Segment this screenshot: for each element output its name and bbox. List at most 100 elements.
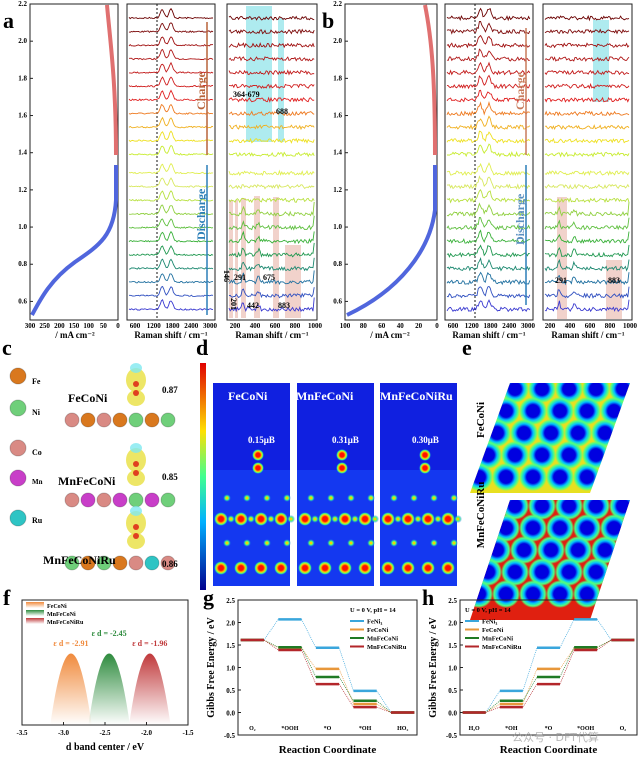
raman-spectrum — [128, 116, 214, 129]
raman-spectrum — [128, 299, 213, 311]
legend-label: FeNi₃ — [367, 619, 382, 626]
elf-site — [519, 580, 547, 608]
y-tick-label: 1.2 — [333, 186, 342, 194]
raman-spectrum — [544, 110, 630, 117]
atom-spin-spot — [283, 494, 291, 502]
raman-spectrum — [544, 183, 630, 190]
elf-site — [609, 383, 630, 403]
legend-ni: Ni — [32, 408, 41, 417]
b-discharge-label: Discharge — [513, 193, 527, 245]
elf-site — [564, 419, 592, 447]
atom-spin-spot — [274, 512, 288, 526]
panel-label-a: a — [3, 8, 14, 33]
connector-line — [376, 700, 392, 713]
x-tick-label: 2400 — [502, 322, 517, 330]
atom-spin-spot — [421, 512, 435, 526]
raman-spectrum — [228, 151, 315, 158]
d-band-annotation: ε d = -2.91 — [53, 639, 88, 648]
raman-spectrum — [228, 169, 315, 176]
elf-site — [519, 397, 547, 425]
highlight-band — [241, 198, 246, 318]
raman-spectrum — [544, 272, 630, 286]
y-tick-label: -0.5 — [224, 732, 236, 740]
category-label: *OOH — [577, 726, 594, 732]
raman-spectrum — [544, 286, 630, 299]
charge-density-lobe — [126, 511, 146, 535]
panel-label-f: f — [3, 585, 11, 610]
elf-site — [546, 514, 574, 542]
d-band-peak — [129, 653, 171, 725]
elf-site — [474, 558, 502, 586]
elf-site — [501, 441, 529, 469]
x-tick-label: 400 — [565, 322, 576, 330]
category-label: *O — [545, 726, 553, 732]
atom-spin-spot — [351, 515, 359, 523]
raman-spectrum — [446, 257, 531, 272]
discharge-curve — [346, 165, 437, 317]
atom-spin-spot — [410, 539, 418, 547]
o2-spin-spot — [252, 449, 264, 461]
raman-spectrum — [446, 89, 531, 103]
y-tick-label: 2.0 — [333, 37, 342, 45]
connector-line — [376, 690, 392, 713]
category-label: O₂ — [249, 726, 256, 732]
atom-spin-spot — [367, 494, 375, 502]
structure-value: 0.85 — [162, 472, 178, 482]
legend-fe: Fe — [32, 377, 41, 386]
highlight-band — [278, 18, 284, 142]
atom-spin-spot — [298, 561, 312, 575]
map-title: FeCoNi — [228, 389, 268, 403]
highlight-band — [273, 197, 279, 318]
y-tick-label: 2.2 — [18, 0, 27, 8]
elf-site — [609, 441, 630, 469]
legend-atom-icon — [9, 509, 27, 527]
y-tick-label: 1.4 — [18, 149, 27, 157]
elf-site — [546, 580, 574, 608]
connector-line — [301, 647, 317, 670]
atom-spin-spot — [283, 539, 291, 547]
raman-spectrum — [228, 15, 315, 21]
raman-spectrum — [446, 175, 531, 190]
atom — [128, 555, 144, 571]
atom-spin-spot — [243, 494, 251, 502]
x-tick-label: 600 — [130, 322, 141, 330]
atom-spin-spot — [267, 515, 275, 523]
raman-spectrum — [544, 82, 630, 90]
charge-density-lobe — [130, 363, 142, 373]
raman-spectrum — [446, 162, 530, 177]
atom — [160, 555, 176, 571]
elf-site — [528, 441, 556, 469]
atom-spin-spot — [234, 512, 248, 526]
charge-curve — [105, 4, 118, 156]
y-tick-label: 1.6 — [18, 112, 27, 120]
atom-spin-spot — [421, 561, 435, 575]
legend-ru: Ru — [32, 516, 43, 525]
raman-spectrum — [228, 201, 315, 217]
atom-spin-spot — [311, 515, 319, 523]
connector-line — [301, 649, 317, 685]
elf-site — [546, 397, 574, 425]
x-tick-label: 3000 — [521, 322, 536, 330]
elf-site — [510, 536, 538, 564]
atom-spin-spot — [234, 561, 248, 575]
y-tick-label: 1.0 — [333, 223, 342, 231]
y-tick-label: 0.0 — [448, 710, 457, 718]
atom — [144, 492, 160, 508]
connector-line — [522, 668, 538, 705]
raman-spectrum — [446, 216, 531, 231]
x-tick-label: 3000 — [203, 322, 218, 330]
elf-site — [636, 492, 640, 520]
x-tick-label: 100 — [83, 322, 94, 330]
d-band-peak — [88, 653, 130, 725]
o2-spin-spot — [419, 462, 431, 474]
elf-site — [501, 500, 529, 520]
raman-spectrum — [128, 130, 214, 143]
x-axis-label: d band center / eV — [66, 742, 145, 753]
raman-spectrum — [228, 28, 315, 35]
charge-density-lobe — [130, 443, 142, 453]
charge-density-lobe — [130, 506, 142, 516]
raman-spectrum — [228, 96, 315, 103]
raman-spectrum — [446, 100, 530, 117]
b-current-label: / mA cm⁻² — [369, 330, 410, 340]
